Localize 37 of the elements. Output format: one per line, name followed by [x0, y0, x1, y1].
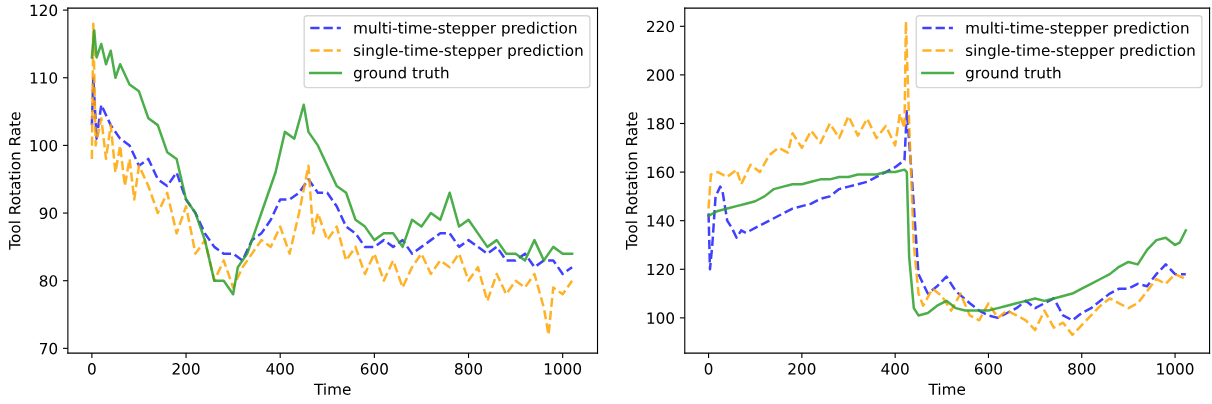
x-tick-label: 200 — [172, 363, 200, 375]
x-tick-label: 600 — [360, 363, 388, 375]
y-axis-title: Tool Rotation Rate — [625, 112, 638, 250]
line-series — [707, 110, 1188, 322]
x-tick-label: 400 — [266, 363, 294, 375]
legend-label: single-time-stepper prediction — [353, 44, 583, 60]
y-axis-title: Tool Rotation Rate — [8, 112, 21, 250]
legend-label: ground truth — [965, 66, 1061, 82]
x-tick-label: 600 — [974, 363, 1003, 375]
x-tick-label: 1000 — [544, 363, 582, 375]
x-tick-label: 200 — [788, 363, 816, 375]
y-tick-label: 140 — [647, 215, 675, 227]
x-tick-label: 800 — [1068, 363, 1096, 375]
y-tick-label: 180 — [647, 117, 675, 130]
y-tick-label: 220 — [647, 20, 675, 33]
y-tick-label: 110 — [30, 72, 58, 84]
legend-label: ground truth — [353, 66, 449, 82]
line-series — [707, 168, 1188, 317]
x-tick-label: 800 — [454, 363, 483, 375]
x-axis-title: Time — [928, 383, 966, 395]
y-tick-label: 70 — [39, 342, 58, 355]
x-tick-label: 0 — [704, 363, 713, 375]
x-tick-label: 1000 — [1157, 363, 1194, 375]
y-tick-label: 80 — [39, 275, 58, 287]
legend-label: single-time-stepper prediction — [965, 44, 1195, 60]
y-tick-label: 100 — [647, 312, 675, 324]
x-tick-label: 400 — [881, 363, 909, 375]
y-tick-label: 120 — [647, 263, 675, 276]
legend-label: multi-time-stepper prediction — [966, 21, 1189, 37]
y-tick-label: 160 — [647, 166, 675, 179]
y-tick-label: 90 — [39, 207, 58, 220]
y-tick-label: 200 — [647, 69, 675, 81]
x-tick-label: 0 — [88, 363, 96, 375]
y-tick-label: 100 — [30, 139, 58, 152]
y-tick-label: 120 — [30, 4, 58, 17]
legend-label: multi-time-stepper prediction — [354, 21, 577, 37]
x-axis-title: Time — [313, 383, 351, 395]
